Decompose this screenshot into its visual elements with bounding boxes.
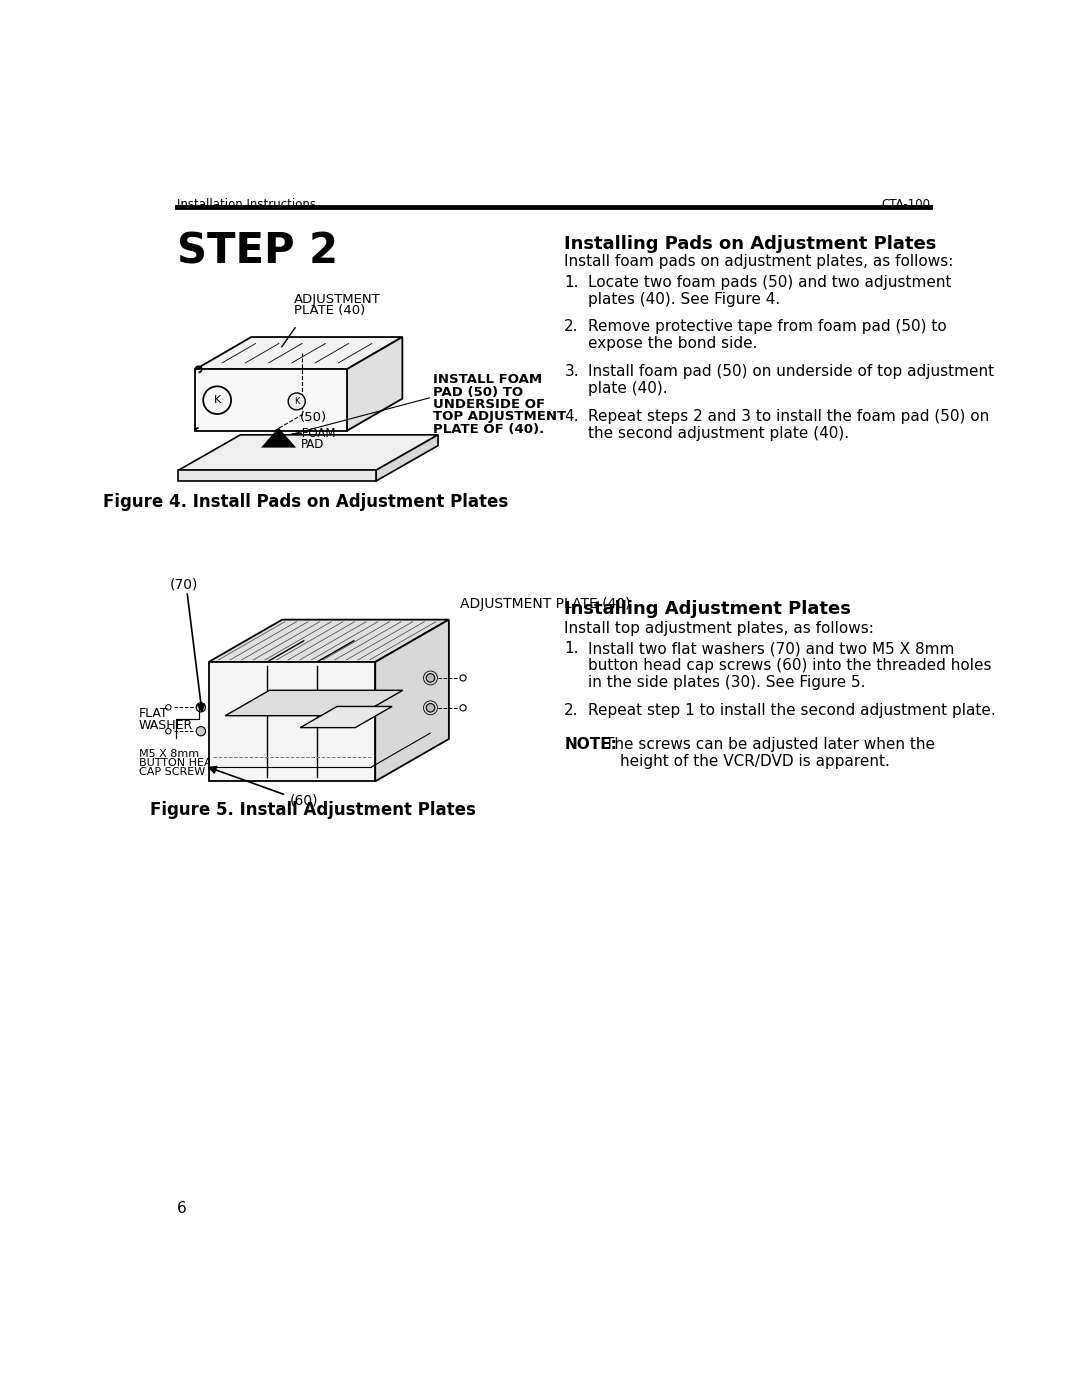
Text: CAP SCREW: CAP SCREW (139, 767, 205, 777)
Text: STEP 2: STEP 2 (177, 231, 338, 272)
Text: INSTALL FOAM: INSTALL FOAM (433, 373, 542, 386)
Text: Repeat steps 2 and 3 to install the foam pad (50) on: Repeat steps 2 and 3 to install the foam… (588, 409, 989, 423)
Text: Figure 5. Install Adjustment Plates: Figure 5. Install Adjustment Plates (150, 800, 476, 819)
Text: 2.: 2. (565, 703, 579, 718)
Text: PAD (50) TO: PAD (50) TO (433, 386, 524, 398)
Polygon shape (178, 471, 376, 481)
Circle shape (288, 393, 306, 409)
Text: UNDERSIDE OF: UNDERSIDE OF (433, 398, 545, 411)
Text: 4.: 4. (565, 409, 579, 423)
Text: The screws can be adjusted later when the: The screws can be adjusted later when th… (605, 736, 934, 752)
Text: K: K (294, 397, 299, 407)
Text: Install two flat washers (70) and two M5 X 8mm: Install two flat washers (70) and two M5… (588, 641, 954, 657)
Circle shape (197, 726, 205, 736)
Text: Locate two foam pads (50) and two adjustment: Locate two foam pads (50) and two adjust… (588, 275, 951, 289)
Polygon shape (178, 434, 438, 471)
Circle shape (203, 387, 231, 414)
Text: PLATE (40): PLATE (40) (294, 305, 365, 317)
Text: 2.: 2. (565, 320, 579, 334)
Text: Figure 4. Install Pads on Adjustment Plates: Figure 4. Install Pads on Adjustment Pla… (103, 493, 508, 510)
Text: height of the VCR/DVD is apparent.: height of the VCR/DVD is apparent. (620, 753, 890, 768)
Text: CTA-100: CTA-100 (881, 197, 930, 211)
Text: 6: 6 (177, 1201, 187, 1217)
Polygon shape (347, 337, 403, 432)
Circle shape (427, 673, 435, 682)
Text: Installation Instructions: Installation Instructions (177, 197, 315, 211)
Text: plates (40). See Figure 4.: plates (40). See Figure 4. (588, 292, 780, 306)
Text: 1.: 1. (565, 275, 579, 289)
Text: the second adjustment plate (40).: the second adjustment plate (40). (588, 426, 849, 440)
Text: PAD: PAD (301, 437, 324, 451)
Text: (50): (50) (300, 411, 327, 423)
Text: (70): (70) (170, 578, 199, 592)
Text: NOTE:: NOTE: (565, 736, 618, 752)
Polygon shape (376, 434, 438, 481)
Text: K: K (214, 395, 220, 405)
Text: ADJUSTMENT: ADJUSTMENT (294, 293, 380, 306)
Text: FLAT: FLAT (139, 707, 168, 719)
Text: Install foam pads on adjustment plates, as follows:: Install foam pads on adjustment plates, … (565, 254, 954, 268)
Text: plate (40).: plate (40). (588, 381, 667, 395)
Text: BUTTON HEAD: BUTTON HEAD (139, 757, 220, 768)
Text: Repeat step 1 to install the second adjustment plate.: Repeat step 1 to install the second adju… (588, 703, 996, 718)
Text: —FOAM: —FOAM (291, 427, 336, 440)
Text: button head cap screws (60) into the threaded holes: button head cap screws (60) into the thr… (588, 658, 991, 673)
Text: PLATE OF (40).: PLATE OF (40). (433, 422, 544, 436)
Polygon shape (375, 620, 449, 781)
Text: in the side plates (30). See Figure 5.: in the side plates (30). See Figure 5. (588, 675, 865, 690)
Text: M5 X 8mm: M5 X 8mm (139, 749, 199, 759)
Text: TOP ADJUSTMENT: TOP ADJUSTMENT (433, 411, 567, 423)
Circle shape (427, 704, 435, 712)
Polygon shape (195, 369, 347, 432)
Text: Installing Pads on Adjustment Plates: Installing Pads on Adjustment Plates (565, 235, 936, 253)
Circle shape (197, 703, 205, 712)
Text: (60): (60) (291, 793, 319, 807)
Polygon shape (226, 690, 403, 715)
Text: WASHER: WASHER (139, 719, 193, 732)
Polygon shape (208, 620, 449, 662)
Text: Install top adjustment plates, as follows:: Install top adjustment plates, as follow… (565, 622, 874, 636)
Text: Remove protective tape from foam pad (50) to: Remove protective tape from foam pad (50… (588, 320, 946, 334)
Polygon shape (195, 337, 403, 369)
Text: Install foam pad (50) on underside of top adjustment: Install foam pad (50) on underside of to… (588, 365, 994, 379)
Polygon shape (208, 662, 375, 781)
Text: 1.: 1. (565, 641, 579, 657)
Text: Installing Adjustment Plates: Installing Adjustment Plates (565, 601, 851, 619)
Polygon shape (300, 707, 392, 728)
Text: expose the bond side.: expose the bond side. (588, 337, 757, 351)
Text: 3.: 3. (565, 365, 579, 379)
Text: ADJUSTMENT PLATE (40): ADJUSTMENT PLATE (40) (460, 598, 631, 612)
